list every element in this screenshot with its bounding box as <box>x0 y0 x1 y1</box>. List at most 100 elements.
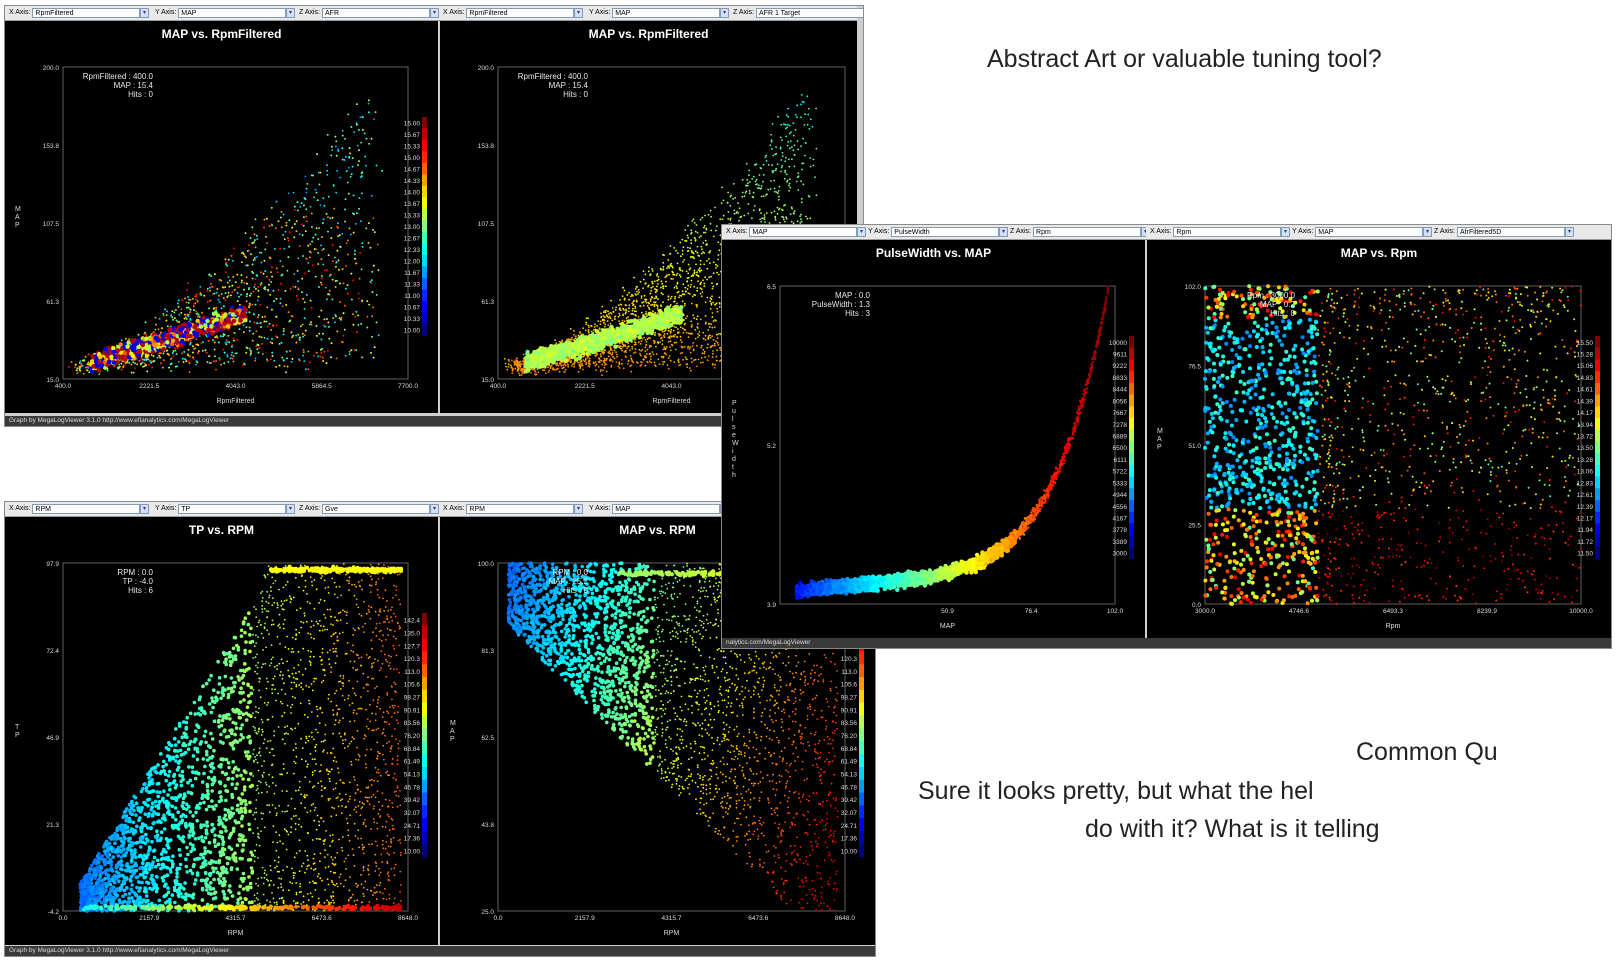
data-point <box>89 359 95 364</box>
data-point <box>360 220 362 223</box>
z-axis-select[interactable]: Z Axis:AFR 1 Target▾ <box>733 7 863 18</box>
data-point <box>213 292 216 295</box>
data-point <box>226 355 229 358</box>
data-point <box>257 289 260 292</box>
data-point <box>225 339 228 341</box>
data-point <box>236 292 239 294</box>
data-point <box>215 368 217 371</box>
data-point <box>233 289 236 291</box>
data-point <box>98 373 101 376</box>
data-point <box>210 275 213 277</box>
data-point <box>365 227 368 230</box>
data-point <box>344 138 346 140</box>
scatter-plot-panel[interactable]: MAP vs. RpmFiltered RpmFiltered : 400.0 MA… <box>5 21 438 413</box>
data-point <box>690 242 693 245</box>
data-point <box>264 286 266 289</box>
data-point <box>270 271 272 273</box>
data-point <box>148 359 151 362</box>
data-point <box>266 275 268 278</box>
data-point <box>688 293 691 295</box>
data-point <box>602 369 604 372</box>
data-point <box>322 332 324 335</box>
data-point <box>681 238 684 241</box>
data-point <box>552 368 554 371</box>
data-point <box>111 349 116 355</box>
data-point <box>244 232 247 235</box>
data-point <box>244 255 246 257</box>
data-point <box>159 356 162 359</box>
data-point <box>205 351 208 354</box>
axis-select-value[interactable]: MAP <box>612 7 720 18</box>
x-axis-select[interactable]: X Axis: RpmFiltered ▾ <box>9 7 149 18</box>
data-point <box>335 261 338 264</box>
data-point <box>139 363 142 365</box>
axis-select-value[interactable]: RpmFiltered <box>32 7 140 18</box>
data-point <box>558 370 561 373</box>
chevron-down-icon[interactable]: ▾ <box>430 7 439 18</box>
chevron-down-icon[interactable]: ▾ <box>720 7 729 18</box>
chevron-down-icon[interactable]: ▾ <box>286 7 295 18</box>
data-point <box>295 230 298 233</box>
data-point <box>764 221 766 223</box>
data-point <box>741 195 744 198</box>
data-point <box>176 320 179 323</box>
axis-select-label: Y Axis: <box>155 9 177 16</box>
data-point <box>680 345 683 348</box>
x-axis-select[interactable]: X Axis: RpmFiltered ▾ <box>443 7 583 18</box>
z-axis-select[interactable]: Z Axis: AFR ▾ <box>299 7 439 18</box>
data-point <box>242 324 245 327</box>
chevron-down-icon[interactable]: ▾ <box>140 7 149 18</box>
data-point <box>263 226 265 229</box>
data-point <box>653 305 656 308</box>
data-point <box>275 315 278 318</box>
data-point <box>554 339 556 342</box>
data-point <box>155 323 157 326</box>
data-point <box>263 336 266 339</box>
data-point <box>106 360 112 365</box>
axis-select-value[interactable]: AFR <box>322 7 430 18</box>
data-point <box>697 336 699 338</box>
data-point <box>368 142 371 145</box>
data-point <box>176 302 179 305</box>
chevron-down-icon[interactable]: ▾ <box>574 7 583 18</box>
data-point <box>201 311 204 314</box>
data-point <box>316 153 318 156</box>
data-point <box>758 174 761 176</box>
data-point <box>341 134 344 137</box>
data-point <box>639 353 641 355</box>
data-point <box>646 348 649 351</box>
scatter-plot-panel[interactable]: MAP vs. RpmFiltered RpmFiltered : 400.0 MA… <box>440 21 857 413</box>
data-point <box>260 251 263 254</box>
data-point <box>248 286 251 289</box>
data-point <box>704 322 707 325</box>
data-point <box>166 325 169 328</box>
data-point <box>84 355 87 358</box>
data-point <box>126 340 131 345</box>
data-point <box>103 346 108 352</box>
data-point <box>233 339 236 342</box>
data-point <box>187 354 190 357</box>
data-point <box>669 359 672 362</box>
data-point <box>674 295 676 298</box>
scatter-points <box>68 99 383 376</box>
data-point <box>641 337 644 340</box>
data-point <box>165 349 168 352</box>
data-point <box>763 218 766 221</box>
data-point <box>189 318 192 320</box>
data-point <box>696 245 699 248</box>
data-point <box>361 246 364 248</box>
y-axis-select[interactable]: Y Axis: MAP ▾ <box>589 7 729 18</box>
data-point <box>345 287 347 290</box>
data-point <box>366 300 369 303</box>
color-scale-label: 14.33 <box>404 178 421 185</box>
data-point <box>174 347 176 349</box>
axis-select-value[interactable]: RpmFiltered <box>466 7 574 18</box>
axis-select-value[interactable]: AFR 1 Target <box>756 7 863 18</box>
y-axis-select[interactable]: Y Axis: MAP ▾ <box>155 7 295 18</box>
data-point <box>716 333 718 336</box>
data-point <box>733 209 735 212</box>
axis-select-value[interactable]: MAP <box>178 7 286 18</box>
data-point <box>692 218 695 221</box>
data-point <box>720 202 723 205</box>
